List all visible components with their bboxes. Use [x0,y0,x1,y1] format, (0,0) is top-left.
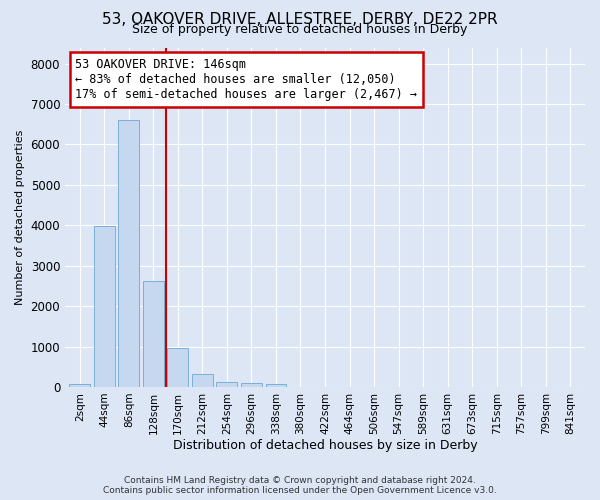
Bar [266,384,286,387]
Text: 53 OAKOVER DRIVE: 146sqm
← 83% of detached houses are smaller (12,050)
17% of se: 53 OAKOVER DRIVE: 146sqm ← 83% of detach… [76,58,418,100]
Y-axis label: Number of detached properties: Number of detached properties [15,130,25,305]
Bar [192,374,213,387]
Bar [241,383,262,387]
Text: Size of property relative to detached houses in Derby: Size of property relative to detached ho… [133,22,467,36]
Text: 53, OAKOVER DRIVE, ALLESTREE, DERBY, DE22 2PR: 53, OAKOVER DRIVE, ALLESTREE, DERBY, DE2… [102,12,498,28]
Text: Contains HM Land Registry data © Crown copyright and database right 2024.
Contai: Contains HM Land Registry data © Crown c… [103,476,497,495]
Bar [167,348,188,387]
X-axis label: Distribution of detached houses by size in Derby: Distribution of detached houses by size … [173,440,478,452]
Bar [143,281,164,387]
Bar [94,226,115,387]
Bar [70,384,90,387]
Bar [118,120,139,387]
Bar [217,382,238,387]
